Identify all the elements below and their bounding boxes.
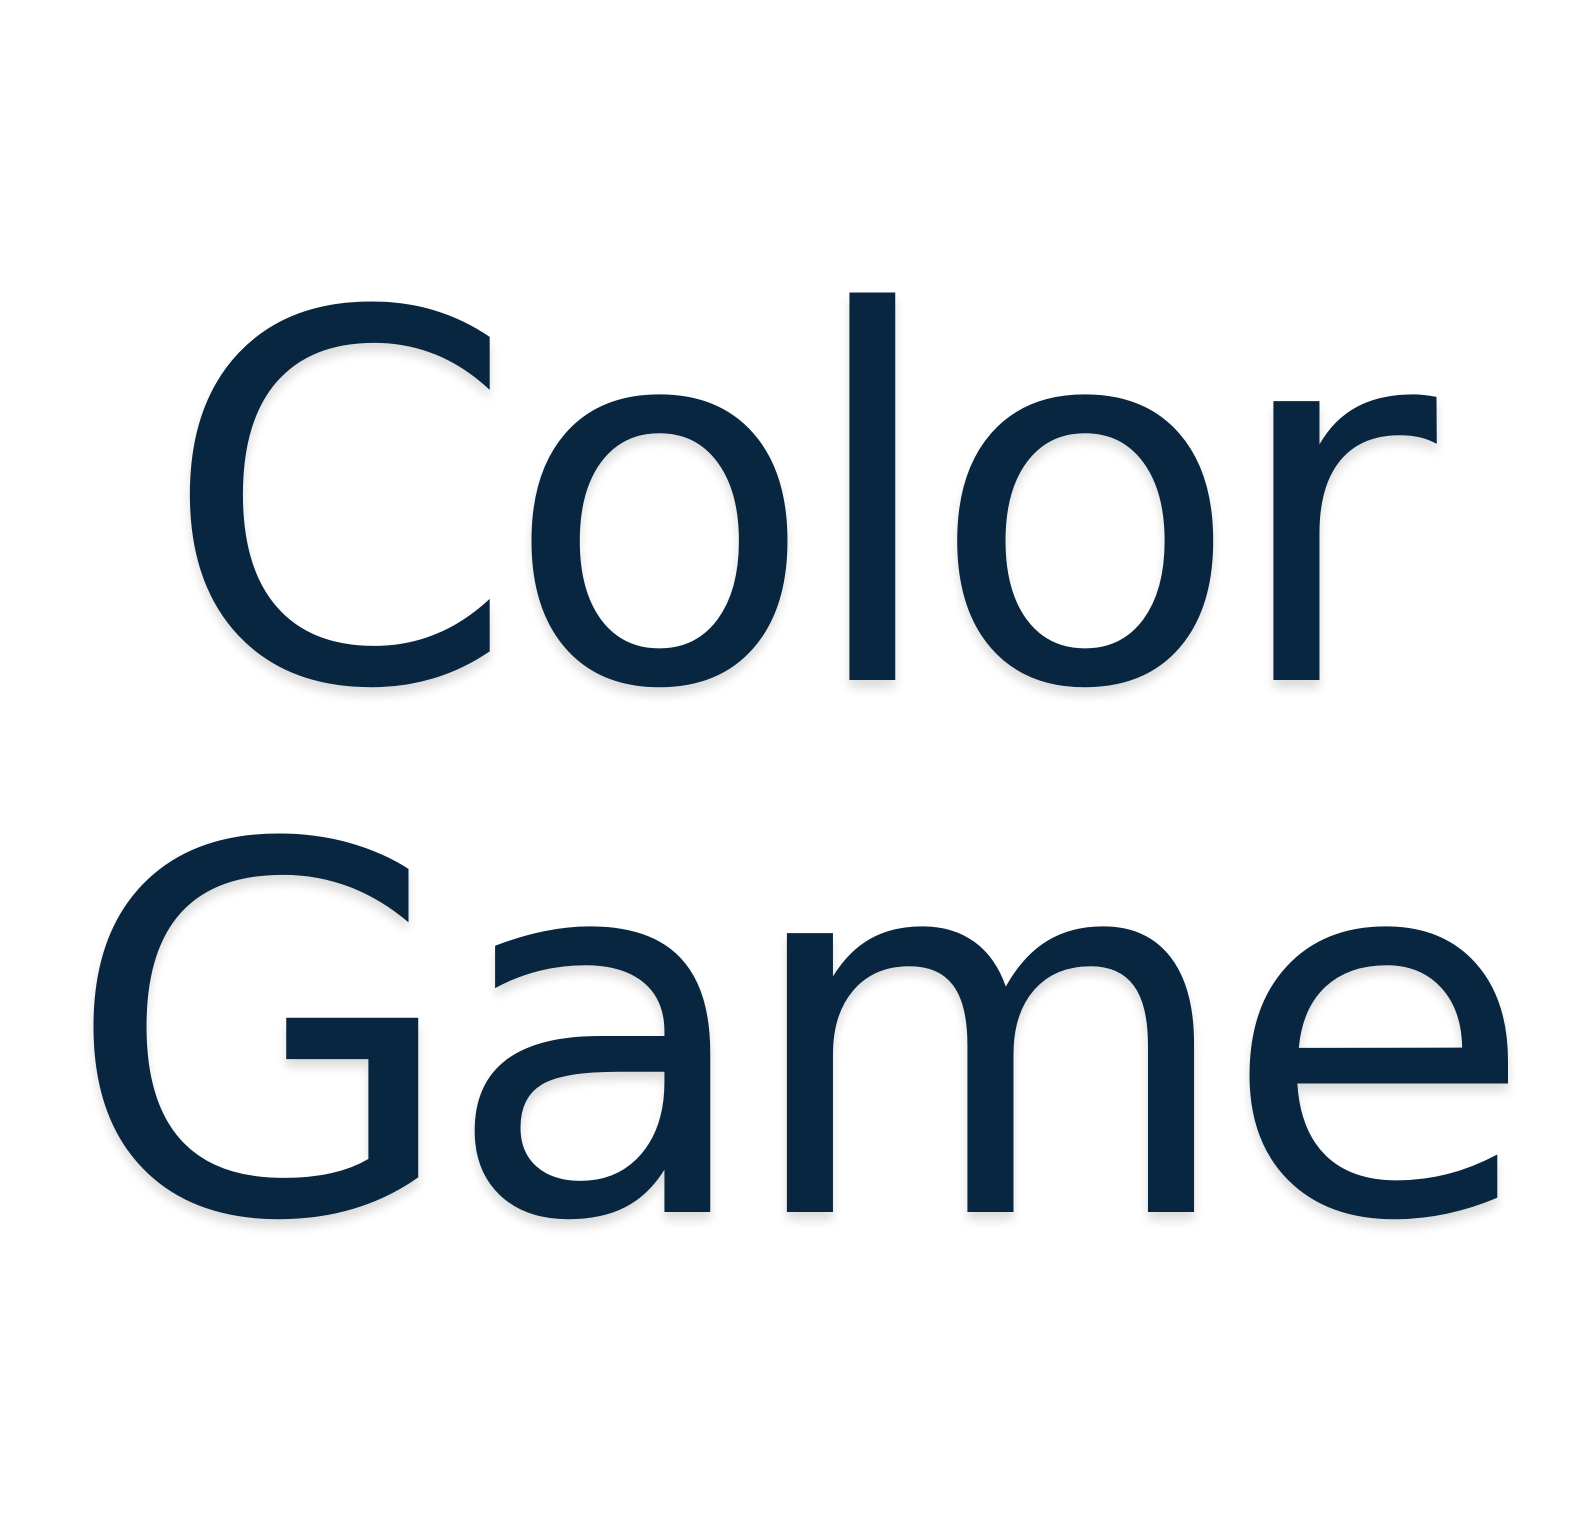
- logo-word-color: Color: [161, 208, 1437, 801]
- logo-word-game: Game: [64, 740, 1535, 1333]
